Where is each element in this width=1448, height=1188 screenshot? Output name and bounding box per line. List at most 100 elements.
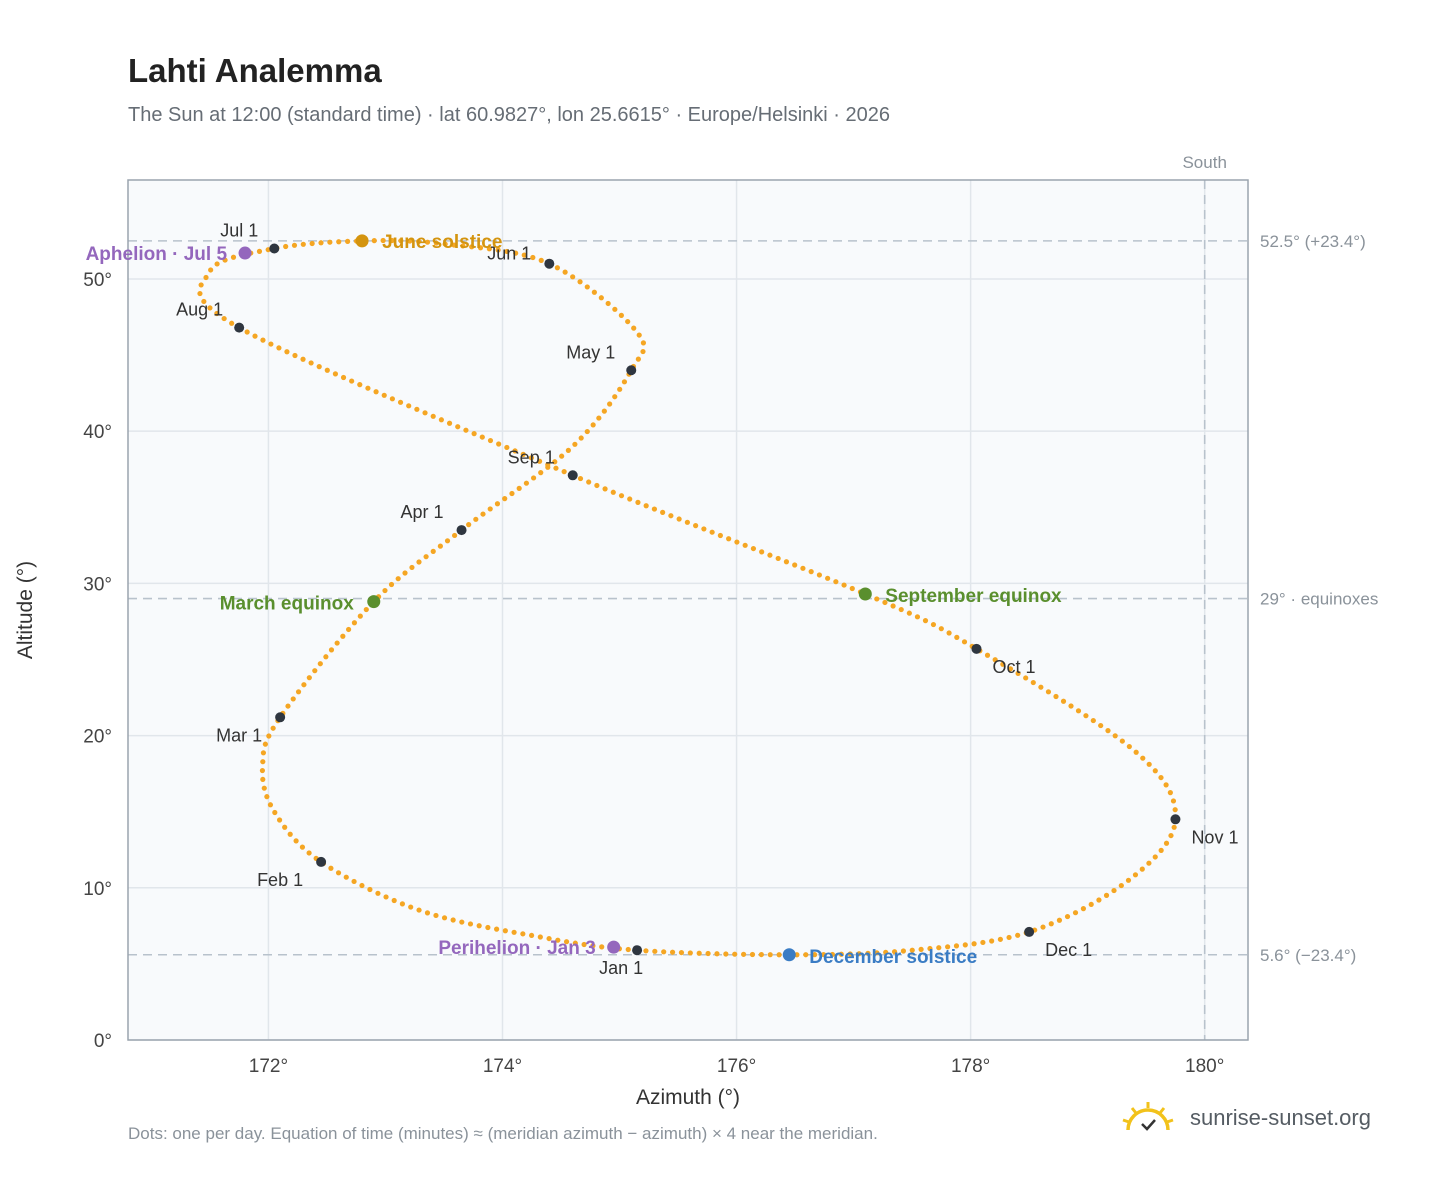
path-dot xyxy=(584,284,590,290)
path-dot xyxy=(389,396,395,402)
path-dot xyxy=(502,928,508,934)
month-marker-label: Oct 1 xyxy=(992,657,1035,677)
path-dot xyxy=(997,936,1003,942)
path-dot xyxy=(849,585,855,592)
path-dot xyxy=(812,952,818,958)
sun-logo-icon xyxy=(1122,1102,1174,1131)
path-dot xyxy=(651,506,658,512)
path-dot xyxy=(252,333,258,339)
path-dot xyxy=(309,240,315,247)
path-dot xyxy=(825,575,831,581)
path-dot xyxy=(1075,708,1082,714)
path-dot xyxy=(407,238,413,244)
path-dot xyxy=(561,469,567,475)
path-dot xyxy=(936,945,942,951)
path-dot xyxy=(898,606,904,613)
path-dot xyxy=(528,932,535,939)
path-dot xyxy=(1119,738,1125,744)
event-marker xyxy=(367,595,381,609)
path-dot xyxy=(1056,917,1063,923)
path-dot xyxy=(1168,832,1174,839)
path-dot xyxy=(563,939,570,945)
path-dot xyxy=(287,831,293,837)
path-dot xyxy=(409,564,415,571)
path-dot xyxy=(340,633,346,639)
path-dot xyxy=(749,951,756,958)
path-dot xyxy=(363,606,369,613)
path-dot xyxy=(459,919,465,925)
path-dot xyxy=(230,254,237,260)
path-dot xyxy=(316,364,322,370)
path-dot xyxy=(1015,670,1021,676)
path-dot xyxy=(486,246,492,252)
path-dot xyxy=(335,870,342,876)
path-dot xyxy=(618,493,625,499)
path-dot xyxy=(669,949,676,955)
path-dot xyxy=(635,356,641,362)
path-dot xyxy=(414,406,420,412)
path-dot xyxy=(512,448,518,454)
path-dot xyxy=(800,565,806,571)
path-dot xyxy=(416,559,422,565)
path-dot xyxy=(581,941,587,948)
path-dot xyxy=(578,435,584,441)
plot-area xyxy=(128,180,1248,1040)
month-marker xyxy=(275,712,286,723)
path-dot xyxy=(359,882,365,889)
path-dot xyxy=(577,279,583,285)
path-dot xyxy=(1170,798,1177,804)
path-dot xyxy=(399,901,406,907)
path-dot xyxy=(945,944,951,950)
path-dot xyxy=(553,465,559,471)
path-dot xyxy=(357,613,363,619)
path-dot xyxy=(477,245,484,251)
path-dot xyxy=(408,904,414,910)
path-dot xyxy=(1053,693,1059,700)
path-dot xyxy=(962,942,968,948)
month-marker xyxy=(234,322,245,333)
x-tick-label: 176° xyxy=(717,1056,756,1077)
path-dot xyxy=(591,289,597,295)
path-dot xyxy=(451,532,458,539)
path-dot xyxy=(1163,782,1169,788)
path-dot xyxy=(1158,847,1164,853)
path-dot xyxy=(444,538,451,544)
y-axis-label: Altitude (°) xyxy=(14,561,37,659)
path-dot xyxy=(961,639,968,645)
month-marker xyxy=(1024,926,1035,937)
path-dot xyxy=(734,539,740,545)
y-tick-label: 20° xyxy=(83,727,112,748)
path-dot xyxy=(198,282,204,288)
path-dot xyxy=(906,610,912,616)
path-dot xyxy=(473,516,479,522)
path-dot xyxy=(546,935,552,942)
month-marker-label: Apr 1 xyxy=(401,502,444,522)
path-dot xyxy=(1140,755,1146,761)
path-dot xyxy=(684,519,690,525)
path-dot xyxy=(268,341,274,347)
path-dot xyxy=(1068,703,1074,709)
path-dot xyxy=(918,946,924,952)
path-dot xyxy=(792,562,798,568)
x-tick-label: 174° xyxy=(483,1056,522,1077)
path-dot xyxy=(1105,728,1111,734)
path-dot xyxy=(259,767,266,774)
path-dot xyxy=(954,634,960,640)
path-dot xyxy=(467,921,474,927)
path-dot xyxy=(1133,749,1139,755)
reference-line-label: 29° · equinoxes xyxy=(1260,590,1378,609)
month-marker xyxy=(269,243,280,254)
path-dot xyxy=(373,389,379,395)
path-dot xyxy=(572,441,578,447)
path-dot xyxy=(430,413,436,419)
path-dot xyxy=(696,950,702,956)
path-dot xyxy=(1126,743,1132,750)
path-dot xyxy=(318,240,324,246)
path-dot xyxy=(260,776,266,783)
path-dot xyxy=(865,950,871,956)
path-dot xyxy=(455,424,461,430)
path-dot xyxy=(1112,733,1118,739)
path-dot xyxy=(520,931,526,937)
axis-ticks: 172° 174° 176° 178° 180° 0° 10° 20° 30° 40° 50° xyxy=(83,270,1224,1077)
brand[interactable]: sunrise-sunset.org xyxy=(1120,1100,1371,1136)
